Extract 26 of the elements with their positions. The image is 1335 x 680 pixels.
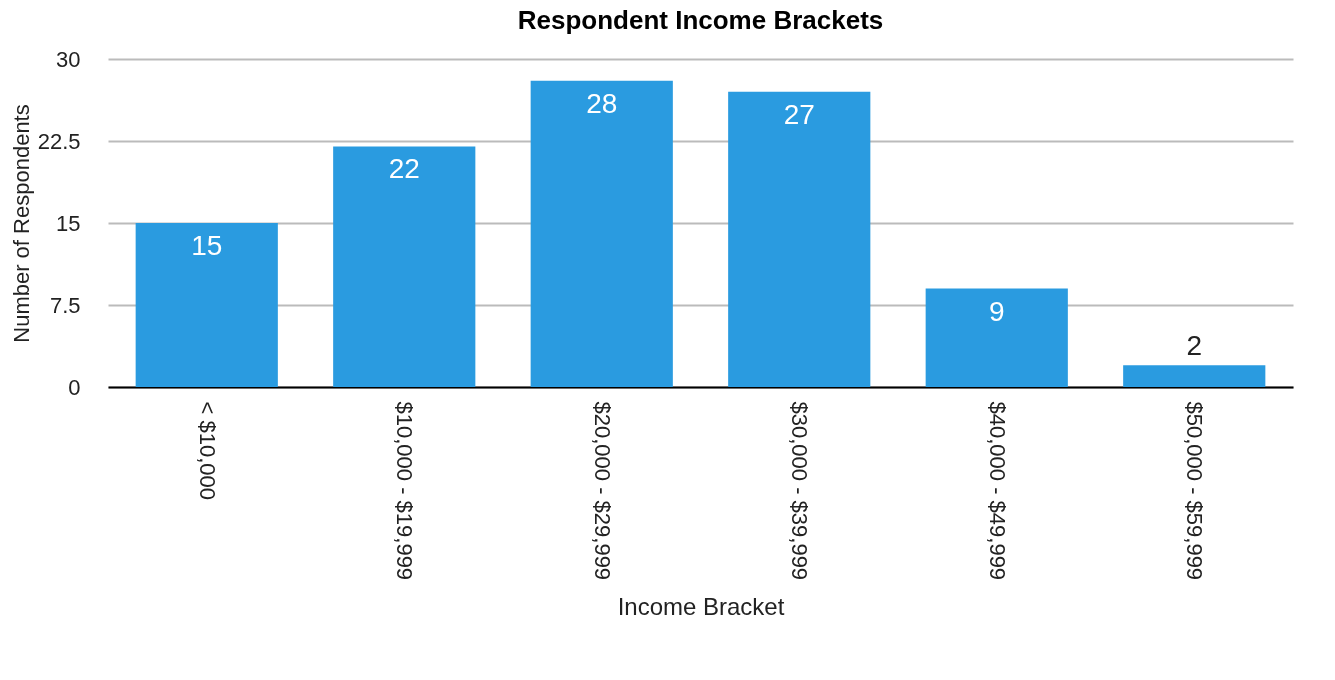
bar [135,223,278,387]
data-label: 28 [586,87,618,119]
y-axis-title: Number of Respondents [8,104,34,343]
data-label: 27 [783,98,815,130]
y-tick-label: 30 [56,46,81,72]
y-tick-label: 7.5 [49,292,81,318]
bar [530,80,673,387]
chart-title: Respondent Income Brackets [517,5,884,35]
x-tick-label: $20,000 - $29,999 [589,401,615,581]
y-tick-label: 22.5 [37,128,81,154]
x-tick-label: $50,000 - $59,999 [1182,401,1208,581]
y-tick-label: 15 [56,210,81,236]
x-tick-label: < $10,000 [194,401,220,500]
y-tick-label: 0 [68,374,81,400]
bar [925,288,1068,387]
data-label: 22 [388,153,420,185]
bar [1123,365,1266,387]
bar [333,146,476,387]
x-axis-title: Income Bracket [617,593,785,621]
x-tick-label: $10,000 - $19,999 [392,401,418,581]
data-label: 9 [988,295,1005,327]
x-tick-label: $40,000 - $49,999 [984,401,1010,581]
x-tick-label: $30,000 - $39,999 [787,401,813,581]
bar [728,91,871,387]
data-label: 15 [191,230,223,261]
data-label: 2 [1186,330,1203,362]
